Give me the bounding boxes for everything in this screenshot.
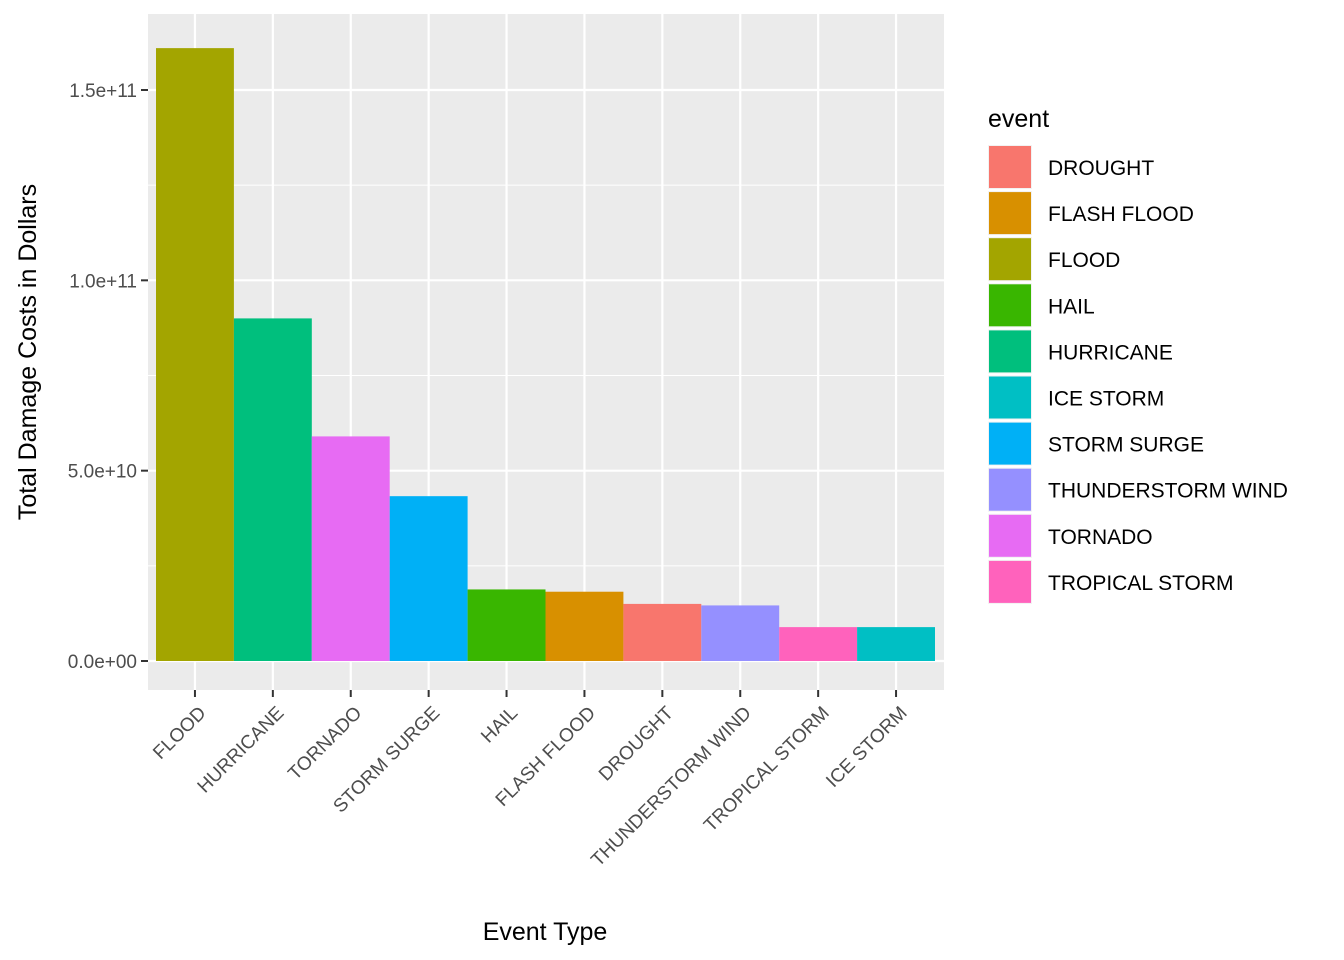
bar-storm-surge (389, 496, 468, 661)
bar-ice-storm (857, 627, 935, 661)
bar-flash-flood (545, 591, 624, 661)
legend-label: FLASH FLOOD (1048, 203, 1194, 226)
bar-drought (623, 603, 702, 661)
legend-swatch-ice-storm (989, 376, 1031, 419)
legend-label: HAIL (1048, 295, 1095, 318)
bar-thunderstorm-wind (701, 605, 780, 661)
x-tick-label: ICE STORM (822, 703, 911, 792)
y-axis: 0.0e+00 5.0e+10 1.0e+11 1.5e+11 (68, 81, 148, 673)
x-tick-label: FLOOD (149, 703, 210, 764)
legend-label: TORNADO (1048, 526, 1153, 549)
legend-label: HURRICANE (1048, 341, 1173, 364)
x-tick-label: THUNDERSTORM WIND (587, 703, 755, 871)
legend-title: event (988, 105, 1049, 133)
bar-flood (156, 48, 234, 662)
legend-label: FLOOD (1048, 249, 1120, 272)
legend-label: THUNDERSTORM WIND (1048, 480, 1288, 503)
bar-hurricane (233, 318, 312, 661)
x-tick-label: TORNADO (284, 703, 366, 785)
legend-swatch-tornado (989, 514, 1031, 557)
legend-swatch-flood (989, 238, 1031, 281)
legend-label: STORM SURGE (1048, 434, 1204, 457)
legend-swatch-drought (989, 146, 1031, 188)
legend-label: ICE STORM (1048, 388, 1164, 411)
legend-label: TROPICAL STORM (1048, 572, 1234, 595)
x-tick-label: DROUGHT (595, 702, 678, 785)
legend-swatch-flash-flood (989, 192, 1031, 235)
legend: event DROUGHT FLASH FLOOD FLOOD HAIL HURRICA… (988, 105, 1288, 604)
bar-tropical-storm (779, 627, 858, 661)
x-tick-label: HAIL (477, 703, 522, 748)
y-tick-label: 1.0e+11 (69, 271, 137, 292)
y-axis-title: Total Damage Costs in Dollars (14, 184, 42, 520)
bars (156, 48, 935, 662)
legend-swatch-storm-surge (989, 422, 1031, 465)
y-tick-label: 5.0e+10 (68, 462, 137, 483)
legend-swatch-hail (989, 284, 1031, 327)
legend-swatch-thunderstorm-wind (989, 468, 1031, 511)
legend-swatch-tropical-storm (989, 560, 1031, 603)
bar-hail (467, 589, 546, 661)
y-tick-label: 0.0e+00 (68, 652, 137, 673)
y-tick-label: 1.5e+11 (69, 81, 137, 102)
x-axis-title: Event Type (483, 918, 608, 946)
bar-tornado (311, 436, 390, 661)
legend-swatch-hurricane (989, 330, 1031, 373)
legend-label: DROUGHT (1048, 157, 1154, 180)
